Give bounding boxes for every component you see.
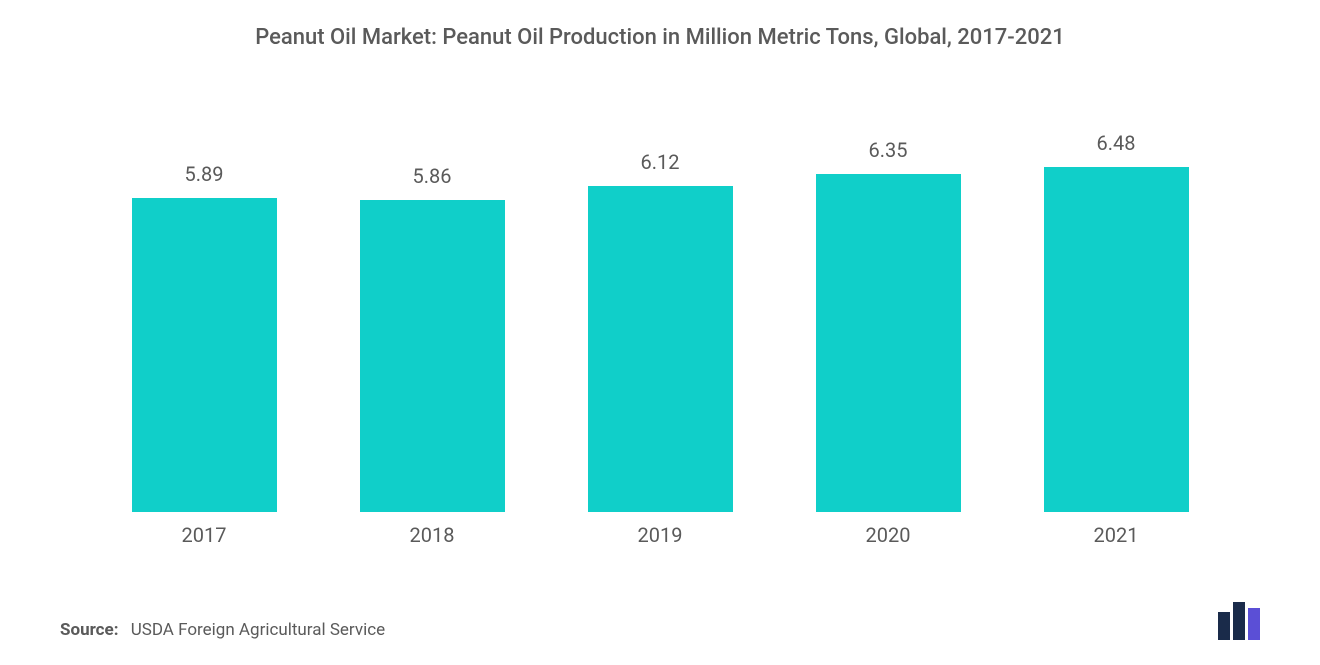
bar-group: 5.86	[357, 164, 507, 512]
bar-value-label: 5.86	[413, 164, 452, 188]
chart-container: Peanut Oil Market: Peanut Oil Production…	[0, 0, 1320, 665]
brand-logo-icon	[1218, 602, 1260, 640]
source-text: USDA Foreign Agricultural Service	[131, 620, 385, 640]
x-axis-label: 2020	[813, 523, 963, 547]
x-axis-label: 2019	[585, 523, 735, 547]
bar-value-label: 5.89	[185, 162, 224, 186]
chart-title: Peanut Oil Market: Peanut Oil Production…	[50, 25, 1270, 50]
plot-area: 5.89 5.86 6.12 6.35 6.48	[50, 60, 1270, 513]
bar-group: 5.89	[129, 162, 279, 512]
x-axis-label: 2021	[1041, 523, 1191, 547]
x-axis-label: 2018	[357, 523, 507, 547]
bar	[588, 186, 733, 512]
logo-bar	[1233, 602, 1245, 640]
bar-group: 6.12	[585, 150, 735, 512]
bar-group: 6.35	[813, 138, 963, 512]
logo-bar	[1218, 612, 1230, 640]
x-axis-label: 2017	[129, 523, 279, 547]
source-label: Source:	[60, 620, 118, 640]
source-attribution: Source: USDA Foreign Agricultural Servic…	[60, 620, 385, 640]
bar	[360, 200, 505, 512]
bar	[132, 198, 277, 512]
bar-value-label: 6.12	[641, 150, 680, 174]
chart-footer: Source: USDA Foreign Agricultural Servic…	[50, 602, 1270, 640]
bar-value-label: 6.48	[1097, 131, 1136, 155]
x-axis: 2017 2018 2019 2020 2021	[50, 513, 1270, 547]
bar	[1044, 167, 1189, 512]
bar-value-label: 6.35	[869, 138, 908, 162]
bar	[816, 174, 961, 512]
bar-group: 6.48	[1041, 131, 1191, 512]
logo-bar	[1248, 608, 1260, 640]
